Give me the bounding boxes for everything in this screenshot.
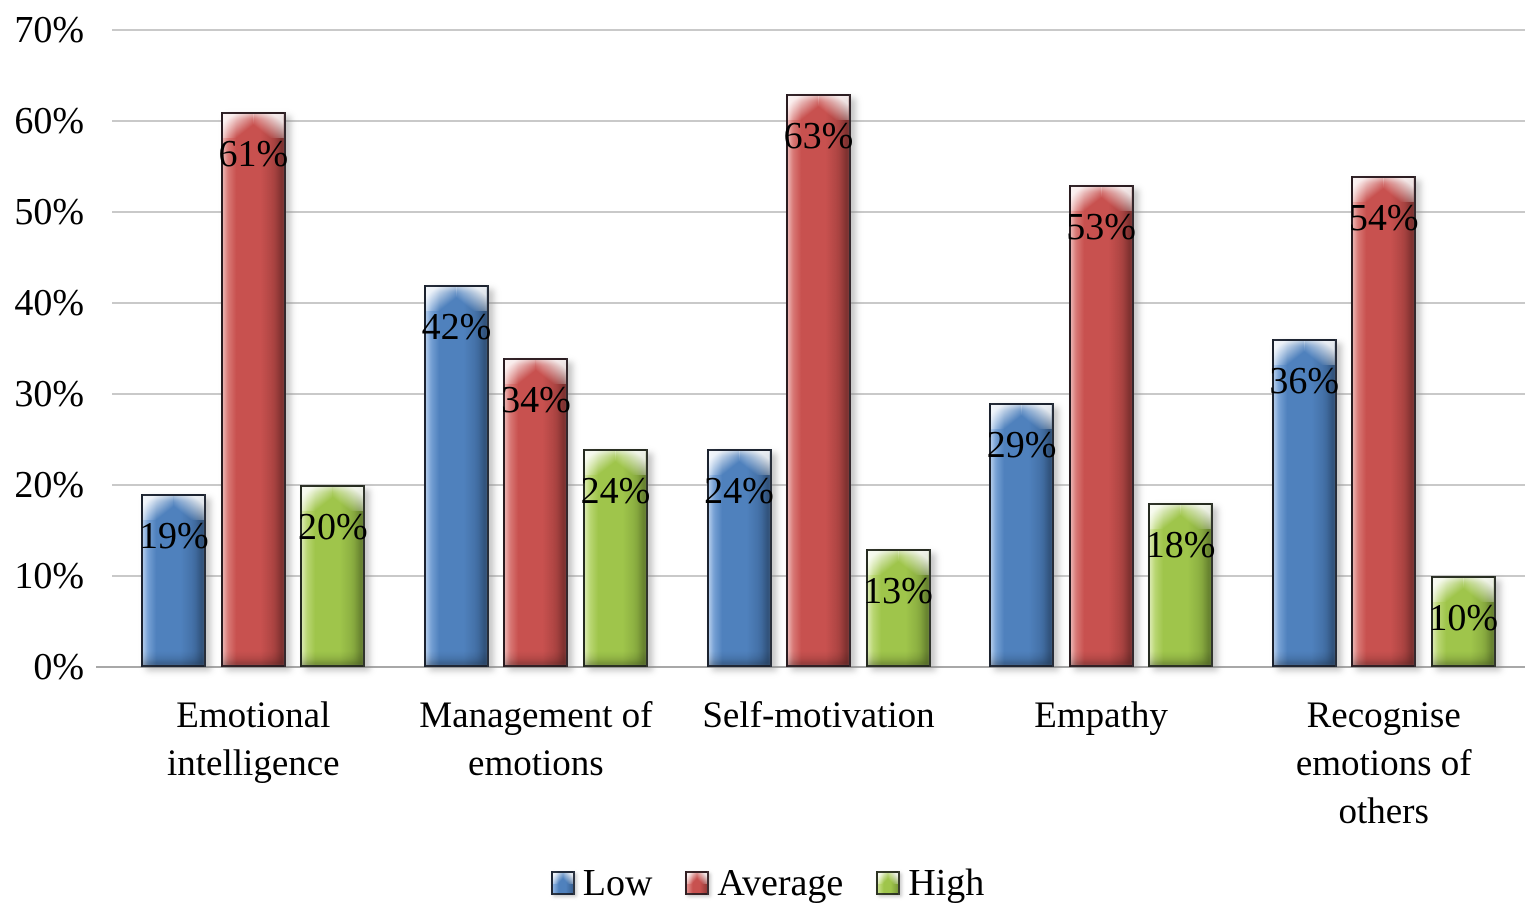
category-label-line: Empathy xyxy=(1034,695,1168,736)
bar-value-label: 24% xyxy=(580,469,651,512)
category-label-line: Emotional xyxy=(176,695,331,736)
bar-value-label: 54% xyxy=(1348,196,1419,239)
category-label-line: intelligence xyxy=(167,743,340,784)
y-axis-tick-label: 0% xyxy=(33,646,84,688)
legend: Low Average High xyxy=(0,856,1535,910)
bar-value-label: 61% xyxy=(218,132,289,175)
bar-high-4 xyxy=(1148,503,1214,667)
bar-average-3 xyxy=(786,93,851,667)
bar-value-label: 18% xyxy=(1145,524,1216,567)
category-label-line: emotions of xyxy=(1295,743,1472,784)
bar-average-4 xyxy=(1068,184,1134,667)
y-axis-tick-label: 20% xyxy=(14,464,84,506)
bar-low-3 xyxy=(706,448,772,667)
category-label: Self-motivation xyxy=(677,692,960,740)
bar-value-label: 42% xyxy=(421,305,492,348)
bar-low-5 xyxy=(1271,339,1337,667)
category-label: Emotional intelligence xyxy=(112,692,395,788)
legend-label: High xyxy=(908,862,985,904)
bar-value-label: 29% xyxy=(986,424,1057,467)
legend-marker-low-icon xyxy=(550,871,575,895)
bar-value-label: 36% xyxy=(1269,360,1340,403)
category-label-line: Self-motivation xyxy=(702,695,935,736)
category-label: Management of emotions xyxy=(395,692,678,788)
category-label-line: emotions xyxy=(468,743,604,784)
bar-value-label: 20% xyxy=(297,506,368,548)
legend-label: Low xyxy=(582,862,653,904)
x-axis-baseline xyxy=(96,666,1525,668)
bar-low-4 xyxy=(989,403,1055,667)
category-label-line: others xyxy=(1338,791,1429,832)
y-axis-tick-label: 40% xyxy=(14,282,84,324)
legend-item-average: Average xyxy=(685,861,843,905)
category-label-line: Management of xyxy=(419,695,653,736)
bar-high-3 xyxy=(865,548,931,667)
y-axis-tick-label: 70% xyxy=(14,9,84,51)
category-label-line: Recognise xyxy=(1306,695,1461,736)
category-label: Recognise emotions of others xyxy=(1242,692,1525,836)
y-axis-tick-label: 10% xyxy=(14,555,84,597)
legend-marker-average-icon xyxy=(685,871,710,895)
bar-value-label: 24% xyxy=(704,469,774,512)
bar-average-2 xyxy=(503,357,569,667)
bar-high-5 xyxy=(1430,576,1496,667)
bar-value-label: 19% xyxy=(138,515,209,558)
legend-marker-high-icon xyxy=(876,871,901,895)
y-axis-tick-label: 30% xyxy=(14,373,84,415)
category-label: Empathy xyxy=(960,692,1243,740)
bar-value-label: 10% xyxy=(1428,597,1499,639)
bar-average-1 xyxy=(220,111,286,667)
y-axis-tick-label: 60% xyxy=(14,100,84,142)
bar-high-1 xyxy=(300,485,366,667)
bar-high-2 xyxy=(582,448,648,667)
bar-value-label: 13% xyxy=(863,569,933,612)
bar-low-2 xyxy=(423,284,489,667)
bar-average-5 xyxy=(1351,175,1417,667)
y-axis-tick-label: 50% xyxy=(14,191,84,233)
bar-low-1 xyxy=(141,494,207,667)
legend-item-high: High xyxy=(876,861,984,905)
bar-value-label: 63% xyxy=(783,114,854,157)
legend-item-low: Low xyxy=(550,861,653,905)
bar-value-label: 34% xyxy=(501,378,571,421)
bar-value-label: 53% xyxy=(1066,205,1136,248)
legend-label: Average xyxy=(717,862,844,904)
gridline xyxy=(112,29,1525,31)
